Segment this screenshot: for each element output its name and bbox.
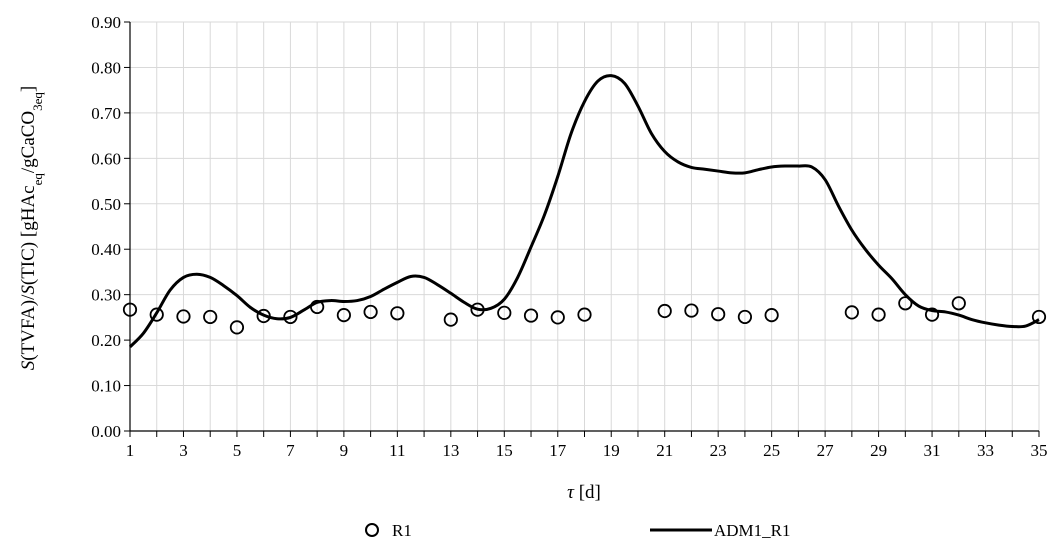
data-point-r1 [203,309,218,325]
x-tick-label: 19 [603,441,620,460]
y-axis-title: S(TVFA)/S(TIC) [gHAceq/gCaCO3eq] [18,86,45,371]
y-tick-label: 0.90 [91,13,121,32]
axes [124,21,1040,437]
x-tick-label: 23 [710,441,727,460]
x-tick-label: 17 [549,441,567,460]
data-point-r1 [523,308,539,323]
data-point-r1 [122,302,138,317]
x-tick-label: 31 [924,441,941,460]
grid [130,21,1040,431]
tick-labels: 0.00 0.10 0.20 0.30 0.40 0.50 0.60 0.70 0.80 0.90… [91,13,1047,460]
x-tick-label: 1 [126,441,135,460]
data-point-r1 [497,305,512,320]
x-tick-label: 27 [817,441,835,460]
x-tick-label: 5 [233,441,242,460]
x-tick-label: 3 [179,441,188,460]
x-tick-label: 11 [389,441,405,460]
data-point-r1 [844,305,859,320]
marker-layer [122,296,1047,335]
data-point-r1 [737,309,753,325]
data-point-r1 [924,307,940,322]
data-point-r1 [176,309,191,324]
data-point-r1 [550,310,565,325]
x-axis-title: τ [d] [567,482,601,503]
legend-label-r1: R1 [392,521,412,540]
data-point-r1 [657,303,672,319]
data-point-r1 [363,304,378,320]
data-point-r1 [871,307,886,322]
y-tick-label: 0.70 [91,104,121,123]
data-point-r1 [898,296,913,311]
x-tick-label: 7 [286,441,295,460]
data-point-r1 [149,307,164,322]
data-point-r1 [577,307,592,322]
y-tick-label: 0.60 [91,149,121,168]
legend: R1 ADM1_R1 [365,521,791,540]
data-point-r1 [390,306,405,321]
y-tick-label: 0.00 [91,422,121,441]
y-tick-label: 0.40 [91,240,121,259]
data-point-r1 [283,309,298,325]
data-point-r1 [711,307,726,322]
data-point-r1 [470,302,485,317]
x-tick-label: 13 [442,441,459,460]
data-point-r1 [229,320,245,335]
x-tick-label: 29 [870,441,887,460]
data-point-r1 [443,312,458,327]
x-tick-label: 35 [1031,441,1048,460]
x-tick-label: 21 [656,441,673,460]
y-tick-label: 0.30 [91,286,121,305]
series-line-adm1-r1 [128,74,1040,348]
legend-marker-r1 [365,523,379,537]
x-tick-label: 25 [763,441,780,460]
data-point-r1 [684,303,699,318]
data-point-r1 [1031,309,1047,325]
data-point-r1 [764,308,779,323]
x-tick-label: 33 [977,441,994,460]
y-tick-label: 0.10 [91,377,121,396]
y-tick-label: 0.50 [91,195,121,214]
y-tick-label: 0.20 [91,331,121,350]
line-layer [128,74,1040,348]
legend-label-adm1: ADM1_R1 [714,521,791,540]
data-point-r1 [951,296,966,311]
x-tick-label: 9 [340,441,349,460]
data-point-r1 [256,308,271,324]
data-point-r1 [336,308,351,323]
x-tick-label: 15 [496,441,513,460]
y-tick-label: 0.80 [91,58,121,77]
data-point-r1 [310,299,325,315]
